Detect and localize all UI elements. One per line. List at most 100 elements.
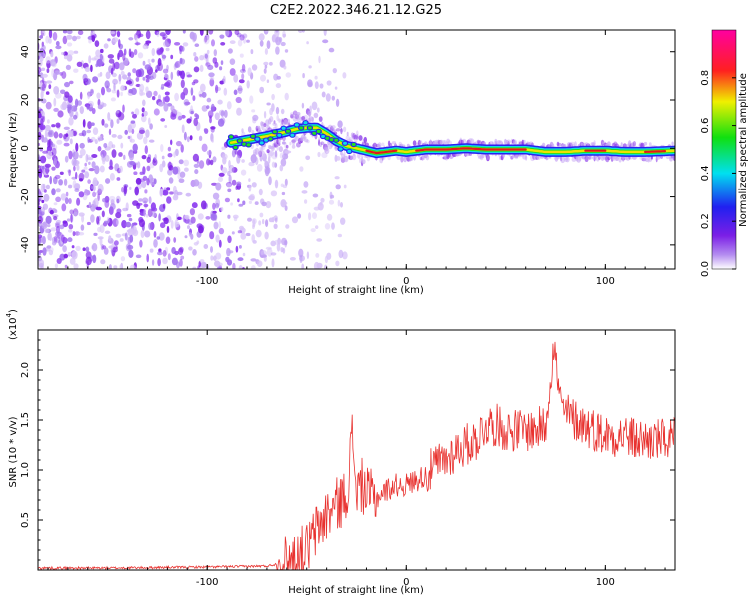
noise-point <box>44 129 48 139</box>
noise-point <box>212 202 216 210</box>
noise-point <box>121 186 125 193</box>
noise-point <box>215 252 222 260</box>
noise-point <box>71 158 77 167</box>
ridge-halo-point <box>528 141 534 146</box>
ridge-halo-point <box>645 158 649 163</box>
noise-point <box>259 150 266 159</box>
ridge-halo-point <box>548 144 552 148</box>
snr-y-scale-base: (x10 <box>8 317 19 340</box>
noise-point <box>181 124 185 133</box>
noise-point <box>189 116 193 122</box>
noise-point <box>164 91 170 96</box>
noise-point <box>284 92 289 101</box>
colorbar-tick-label: 0.0 <box>700 261 711 277</box>
noise-point <box>145 129 150 138</box>
noise-point <box>71 105 78 112</box>
noise-point <box>90 214 95 223</box>
noise-point <box>64 264 68 269</box>
x-tick-label: -100 <box>196 577 219 588</box>
noise-point <box>53 107 59 112</box>
noise-point <box>130 120 136 124</box>
noise-point <box>63 126 70 130</box>
noise-point <box>261 254 267 258</box>
noise-point <box>149 248 154 253</box>
noise-point <box>183 99 190 107</box>
noise-point <box>114 61 120 70</box>
ridge-halo-point <box>603 155 608 161</box>
noise-point <box>73 68 79 73</box>
noise-point <box>40 115 45 121</box>
ridge-halo-point <box>327 124 333 130</box>
noise-point <box>128 217 133 222</box>
noise-point <box>131 225 137 234</box>
noise-point <box>63 133 67 140</box>
noise-point <box>284 49 289 53</box>
ridge-halo-point <box>290 114 294 119</box>
noise-point <box>91 35 96 42</box>
noise-point <box>61 51 66 56</box>
noise-point <box>129 151 134 161</box>
noise-point <box>161 54 167 59</box>
noise-point <box>299 166 304 172</box>
noise-point <box>246 80 250 89</box>
ridge-halo-point <box>627 140 632 148</box>
noise-point <box>328 47 335 53</box>
noise-point <box>51 124 56 128</box>
noise-point <box>301 190 308 194</box>
y-tick-label: 1.0 <box>20 462 31 478</box>
noise-point <box>304 199 308 204</box>
ridge-halo-point <box>296 112 301 116</box>
noise-point <box>147 58 151 63</box>
noise-point <box>275 83 282 89</box>
noise-point <box>323 30 327 36</box>
noise-point <box>91 30 96 36</box>
noise-point <box>149 123 153 130</box>
noise-point <box>59 224 65 230</box>
noise-point <box>164 125 168 128</box>
noise-point <box>251 265 256 269</box>
noise-point <box>158 213 161 222</box>
noise-point <box>122 74 128 80</box>
noise-point <box>192 249 197 256</box>
noise-point <box>111 39 117 45</box>
y-tick-label: -40 <box>20 237 31 253</box>
noise-point <box>120 70 125 76</box>
noise-point <box>203 244 209 249</box>
noise-point <box>38 237 41 246</box>
noise-point <box>297 213 302 219</box>
noise-point <box>61 203 67 212</box>
noise-point <box>236 155 241 164</box>
noise-point <box>90 64 93 73</box>
ridge-halo-point <box>622 158 625 162</box>
noise-point <box>138 219 146 228</box>
noise-point <box>273 73 279 81</box>
noise-point <box>97 183 104 193</box>
noise-point <box>283 65 287 70</box>
noise-point <box>142 99 146 107</box>
noise-point <box>119 165 123 173</box>
noise-point <box>310 228 316 233</box>
noise-point <box>264 231 269 240</box>
noise-point <box>153 231 157 238</box>
noise-point <box>340 217 346 225</box>
noise-point <box>163 41 170 47</box>
ridge-halo-point <box>296 116 300 123</box>
noise-point <box>326 80 332 86</box>
noise-point <box>184 214 190 220</box>
ridge-blob-core <box>343 141 347 145</box>
noise-point <box>58 179 63 186</box>
noise-point <box>122 104 125 113</box>
noise-point <box>63 142 70 147</box>
noise-point <box>252 224 255 230</box>
noise-point <box>165 236 171 244</box>
ridge-blob-core <box>268 137 273 141</box>
noise-point <box>270 252 277 256</box>
noise-point <box>201 91 207 98</box>
noise-point <box>229 68 236 76</box>
noise-point <box>84 189 88 193</box>
ridge-halo-point <box>671 141 674 146</box>
noise-point <box>42 125 45 131</box>
noise-point <box>162 250 167 257</box>
noise-point <box>219 80 225 85</box>
snr-lines <box>38 341 675 570</box>
